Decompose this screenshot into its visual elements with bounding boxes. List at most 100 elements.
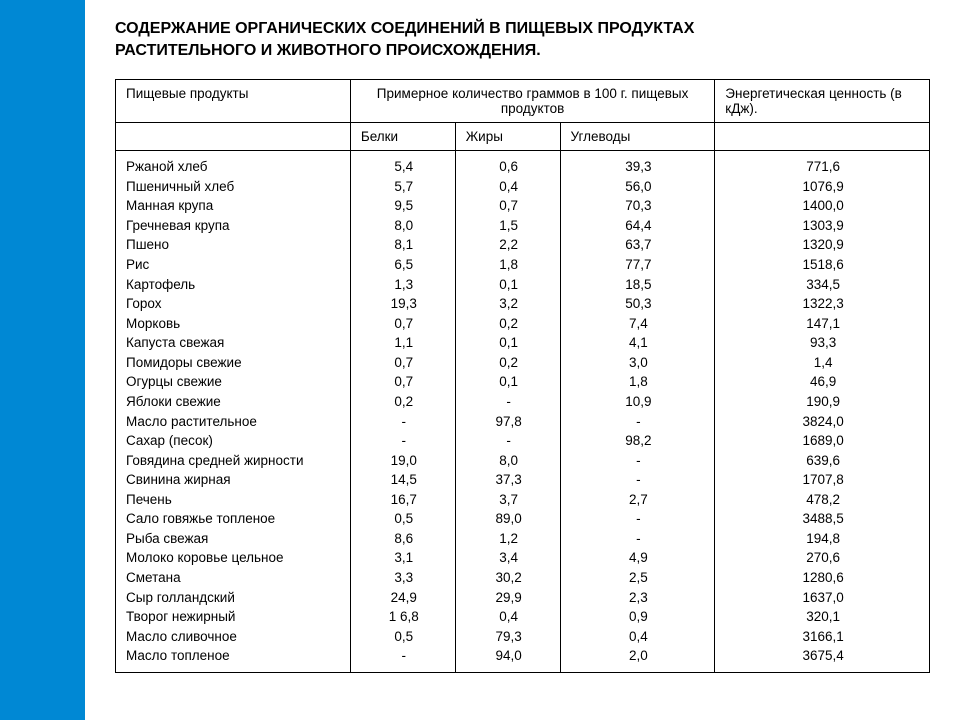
table-cell: - bbox=[571, 451, 707, 471]
page-title: СОДЕРЖАНИЕ ОРГАНИЧЕСКИХ СОЕДИНЕНИЙ В ПИЩ… bbox=[115, 18, 930, 61]
table-cell: 63,7 bbox=[571, 235, 707, 255]
table-cell: 147,1 bbox=[725, 314, 921, 334]
table-cell: 3166,1 bbox=[725, 627, 921, 647]
table-cell: 1320,9 bbox=[725, 235, 921, 255]
table-cell: Рис bbox=[126, 255, 342, 275]
table-cell: Сыр голландский bbox=[126, 588, 342, 608]
table-cell: 3,2 bbox=[466, 294, 552, 314]
table-cell: Горох bbox=[126, 294, 342, 314]
header-carbs: Углеводы bbox=[560, 123, 715, 151]
table-cell: 270,6 bbox=[725, 548, 921, 568]
table-cell: 3675,4 bbox=[725, 646, 921, 666]
table-cell: 6,5 bbox=[361, 255, 447, 275]
table-cell: 2,5 bbox=[571, 568, 707, 588]
table-cell: Говядина средней жирности bbox=[126, 451, 342, 471]
table-cell: Масло топленое bbox=[126, 646, 342, 666]
header-energy: Энергетическая ценность (в кДж). bbox=[715, 80, 930, 123]
table-cell: 10,9 bbox=[571, 392, 707, 412]
table-cell: 194,8 bbox=[725, 529, 921, 549]
table-cell: Огурцы свежие bbox=[126, 372, 342, 392]
table-cell: 18,5 bbox=[571, 275, 707, 295]
table-cell: 0,6 bbox=[466, 157, 552, 177]
table-cell: 1,3 bbox=[361, 275, 447, 295]
column-protein: 5,45,79,58,08,16,51,319,30,71,10,70,70,2… bbox=[350, 151, 455, 673]
header-empty-left bbox=[116, 123, 351, 151]
table-cell: 14,5 bbox=[361, 470, 447, 490]
table-cell: - bbox=[571, 509, 707, 529]
table-cell: 1400,0 bbox=[725, 196, 921, 216]
table-cell: 2,2 bbox=[466, 235, 552, 255]
table-cell: - bbox=[571, 529, 707, 549]
table-cell: 9,5 bbox=[361, 196, 447, 216]
table-cell: 1518,6 bbox=[725, 255, 921, 275]
table-cell: - bbox=[361, 646, 447, 666]
table-header: Пищевые продукты Примерное количество гр… bbox=[116, 80, 930, 151]
table-cell: 0,4 bbox=[571, 627, 707, 647]
table-cell: Манная крупа bbox=[126, 196, 342, 216]
column-products: Ржаной хлебПшеничный хлебМанная крупаГре… bbox=[116, 151, 351, 673]
table-cell: 0,1 bbox=[466, 275, 552, 295]
table-cell: 77,7 bbox=[571, 255, 707, 275]
table-cell: Помидоры свежие bbox=[126, 353, 342, 373]
page: СОДЕРЖАНИЕ ОРГАНИЧЕСКИХ СОЕДИНЕНИЙ В ПИЩ… bbox=[85, 0, 960, 720]
table-cell: Капуста свежая bbox=[126, 333, 342, 353]
table-cell: 1,1 bbox=[361, 333, 447, 353]
table-cell: 190,9 bbox=[725, 392, 921, 412]
table-cell: 79,3 bbox=[466, 627, 552, 647]
table-cell: 1637,0 bbox=[725, 588, 921, 608]
table-cell: 39,3 bbox=[571, 157, 707, 177]
table-cell: 1 6,8 bbox=[361, 607, 447, 627]
table-cell: - bbox=[571, 412, 707, 432]
table-cell: 5,4 bbox=[361, 157, 447, 177]
table-cell: 0,9 bbox=[571, 607, 707, 627]
table-cell: 0,7 bbox=[466, 196, 552, 216]
table-cell: 19,0 bbox=[361, 451, 447, 471]
table-cell: Печень bbox=[126, 490, 342, 510]
table-cell: 334,5 bbox=[725, 275, 921, 295]
header-fat: Жиры bbox=[455, 123, 560, 151]
table-cell: 0,4 bbox=[466, 607, 552, 627]
table-cell: 8,0 bbox=[361, 216, 447, 236]
table-cell: 3,3 bbox=[361, 568, 447, 588]
table-cell: Масло растительное bbox=[126, 412, 342, 432]
table-cell: 1,5 bbox=[466, 216, 552, 236]
table-cell: Масло сливочное bbox=[126, 627, 342, 647]
table-cell: Морковь bbox=[126, 314, 342, 334]
table-cell: - bbox=[466, 392, 552, 412]
column-carbs: 39,356,070,364,463,777,718,550,37,44,13,… bbox=[560, 151, 715, 673]
table-cell: 89,0 bbox=[466, 509, 552, 529]
table-cell: 3488,5 bbox=[725, 509, 921, 529]
table-cell: 0,2 bbox=[361, 392, 447, 412]
table-cell: 1,4 bbox=[725, 353, 921, 373]
table-cell: 3,0 bbox=[571, 353, 707, 373]
table-cell: 771,6 bbox=[725, 157, 921, 177]
table-cell: Сало говяжье топленое bbox=[126, 509, 342, 529]
table-cell: 0,2 bbox=[466, 314, 552, 334]
title-line-2: РАСТИТЕЛЬНОГО И ЖИВОТНОГО ПРОИСХОЖДЕНИЯ. bbox=[115, 42, 541, 59]
table-cell: 16,7 bbox=[361, 490, 447, 510]
table-cell: 0,7 bbox=[361, 314, 447, 334]
table-cell: 1689,0 bbox=[725, 431, 921, 451]
table-cell: 320,1 bbox=[725, 607, 921, 627]
table-cell: 56,0 bbox=[571, 177, 707, 197]
table-cell: 98,2 bbox=[571, 431, 707, 451]
table-cell: 2,7 bbox=[571, 490, 707, 510]
table-cell: Творог нежирный bbox=[126, 607, 342, 627]
table-cell: 0,5 bbox=[361, 509, 447, 529]
table-cell: 93,3 bbox=[725, 333, 921, 353]
table-cell: 1280,6 bbox=[725, 568, 921, 588]
table-cell: - bbox=[571, 470, 707, 490]
table-cell: 19,3 bbox=[361, 294, 447, 314]
table-cell: Сахар (песок) bbox=[126, 431, 342, 451]
table-cell: 30,2 bbox=[466, 568, 552, 588]
table-cell: Свинина жирная bbox=[126, 470, 342, 490]
table-cell: 1303,9 bbox=[725, 216, 921, 236]
table-cell: Ржаной хлеб bbox=[126, 157, 342, 177]
table-cell: Картофель bbox=[126, 275, 342, 295]
table-cell: 94,0 bbox=[466, 646, 552, 666]
table-cell: 0,4 bbox=[466, 177, 552, 197]
table-cell: 2,0 bbox=[571, 646, 707, 666]
table-cell: 0,7 bbox=[361, 372, 447, 392]
table-cell: 1707,8 bbox=[725, 470, 921, 490]
table-cell: 4,9 bbox=[571, 548, 707, 568]
